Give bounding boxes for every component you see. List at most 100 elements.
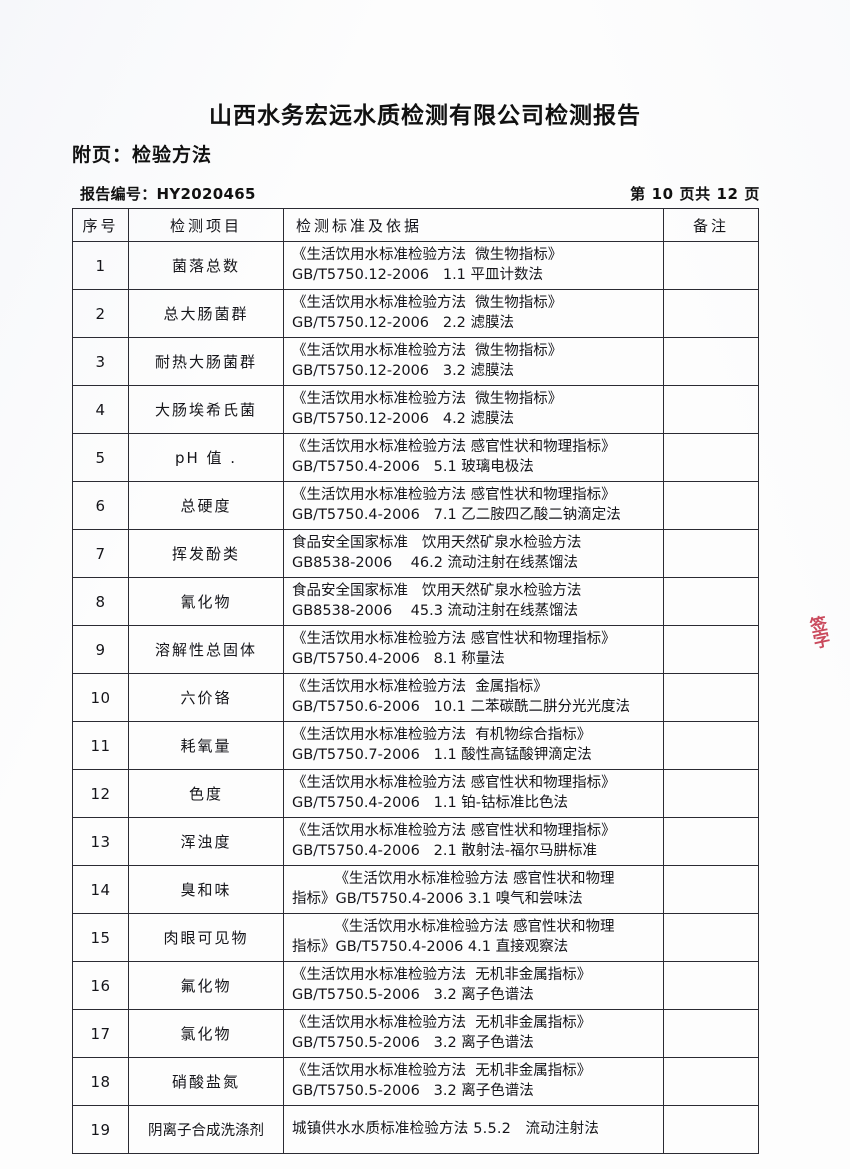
cell-remark <box>663 577 759 626</box>
report-meta-row: 报告编号：HY2020465 第 10 页共 12 页 <box>80 183 760 204</box>
cell-sequence-number: 15 <box>72 913 129 962</box>
cell-remark <box>663 913 759 962</box>
standard-line-2: 指标》GB/T5750.4-2006 3.1 嗅气和尝味法 <box>292 890 583 907</box>
cell-sequence-number: 16 <box>72 961 129 1010</box>
cell-test-item: 总硬度 <box>128 481 284 530</box>
table-row: 7 挥发酚类 食品安全国家标准 饮用天然矿泉水检验方法 GB8538-2006 46.… <box>72 529 759 578</box>
cell-sequence-number: 3 <box>72 337 129 386</box>
cell-test-standard: 城镇供水水质标准检验方法 5.5.2 流动注射法 <box>283 1105 664 1154</box>
cell-sequence-number: 7 <box>72 529 129 578</box>
page-indicator: 第 10 页共 12 页 <box>630 185 760 203</box>
table-row: 2 总大肠菌群 《生活饮用水标准检验方法 微生物指标》 GB/T5750.12-200… <box>72 289 759 338</box>
standard-line-1: 《生活饮用水标准检验方法 微生物指标》 <box>292 295 563 312</box>
cell-test-item: 总大肠菌群 <box>128 289 284 338</box>
cell-test-standard: 食品安全国家标准 饮用天然矿泉水检验方法 GB8538-2006 46.2 流动注… <box>283 529 664 578</box>
standard-line-1: 《生活饮用水标准检验方法 无机非金属指标》 <box>292 1015 592 1032</box>
cell-test-item: 氰化物 <box>128 577 284 626</box>
cell-test-standard: 《生活饮用水标准检验方法 无机非金属指标》 GB/T5750.5-2006 3.2… <box>283 961 664 1010</box>
standard-line-2: GB/T5750.6-2006 10.1 二苯碳酰二肼分光光度法 <box>292 698 631 715</box>
cell-sequence-number: 11 <box>72 721 129 770</box>
cell-sequence-number: 14 <box>72 865 129 914</box>
table-row: 5 pH 值 . 《生活饮用水标准检验方法 感官性状和物理指标》 GB/T5750.4… <box>72 433 759 482</box>
report-number: 报告编号：HY2020465 <box>80 185 256 203</box>
cell-sequence-number: 6 <box>72 481 129 530</box>
standard-line-1: 《生活饮用水标准检验方法 无机非金属指标》 <box>292 1063 592 1080</box>
standard-line-2: GB/T5750.12-2006 4.2 滤膜法 <box>292 410 515 427</box>
standard-line-2: GB/T5750.7-2006 1.1 酸性高锰酸钾滴定法 <box>292 746 592 763</box>
cell-test-item: 浑浊度 <box>128 817 284 866</box>
cell-test-standard: 《生活饮用水标准检验方法 无机非金属指标》 GB/T5750.5-2006 3.2… <box>283 1009 664 1058</box>
cell-sequence-number: 8 <box>72 577 129 626</box>
cell-sequence-number: 4 <box>72 385 129 434</box>
cell-remark <box>663 1009 759 1058</box>
cell-remark <box>663 865 759 914</box>
cell-test-item: 色度 <box>128 769 284 818</box>
standard-line-1: 《生活饮用水标准检验方法 感官性状和物理指标》 <box>292 775 616 792</box>
cell-sequence-number: 17 <box>72 1009 129 1058</box>
standard-line-2: 指标》GB/T5750.4-2006 4.1 直接观察法 <box>292 938 569 955</box>
standard-line-1: 食品安全国家标准 饮用天然矿泉水检验方法 <box>292 535 582 552</box>
table-row: 4 大肠埃希氏菌 《生活饮用水标准检验方法 微生物指标》 GB/T5750.12-20… <box>72 385 759 434</box>
standard-line-2: GB8538-2006 45.3 流动注射在线蒸馏法 <box>292 602 579 619</box>
cell-test-item: 菌落总数 <box>128 241 284 290</box>
cell-remark <box>663 721 759 770</box>
cell-test-item: pH 值 . <box>128 433 284 482</box>
cell-remark <box>663 625 759 674</box>
cell-test-item: 阴离子合成洗涤剂 <box>128 1105 284 1154</box>
standard-line-1: 《生活饮用水标准检验方法 感官性状和物理指标》 <box>292 439 616 456</box>
cell-sequence-number: 5 <box>72 433 129 482</box>
test-methods-table: 序号 检测项目 检测标准及依据 备注 1 菌落总数 《生活饮用水标准检验方法 微生物… <box>72 208 759 1154</box>
cell-test-item: 耗氧量 <box>128 721 284 770</box>
standard-line-1: 《生活饮用水标准检验方法 有机物综合指标》 <box>292 727 592 744</box>
cell-remark <box>663 1105 759 1154</box>
cell-test-standard: 《生活饮用水标准检验方法 微生物指标》 GB/T5750.12-2006 3.2 … <box>283 337 664 386</box>
standard-line-2: GB/T5750.12-2006 3.2 滤膜法 <box>292 362 515 379</box>
table-row: 8 氰化物 食品安全国家标准 饮用天然矿泉水检验方法 GB8538-2006 45.3… <box>72 577 759 626</box>
standard-line-2: GB/T5750.4-2006 5.1 玻璃电极法 <box>292 458 534 475</box>
cell-remark <box>663 481 759 530</box>
cell-remark <box>663 241 759 290</box>
cell-test-item: 六价铬 <box>128 673 284 722</box>
cell-sequence-number: 10 <box>72 673 129 722</box>
cell-remark <box>663 1057 759 1106</box>
cell-test-item: 肉眼可见物 <box>128 913 284 962</box>
standard-line-2: GB8538-2006 46.2 流动注射在线蒸馏法 <box>292 554 579 571</box>
column-header-standard: 检测标准及依据 <box>283 208 664 242</box>
standard-line-2: GB/T5750.5-2006 3.2 离子色谱法 <box>292 986 534 1003</box>
cell-remark <box>663 673 759 722</box>
standard-line-2: GB/T5750.4-2006 1.1 铂-钴标准比色法 <box>292 794 569 811</box>
cell-remark <box>663 961 759 1010</box>
table-header: 序号 检测项目 检测标准及依据 备注 <box>72 208 759 242</box>
cell-test-item: 硝酸盐氮 <box>128 1057 284 1106</box>
cell-test-item: 氟化物 <box>128 961 284 1010</box>
table-header-row: 序号 检测项目 检测标准及依据 备注 <box>72 208 759 242</box>
cell-remark <box>663 529 759 578</box>
standard-line-2: GB/T5750.4-2006 2.1 散射法-福尔马肼标准 <box>292 842 598 859</box>
table-row: 9 溶解性总固体 《生活饮用水标准检验方法 感官性状和物理指标》 GB/T5750.4… <box>72 625 759 674</box>
cell-sequence-number: 9 <box>72 625 129 674</box>
cell-test-standard: 《生活饮用水标准检验方法 无机非金属指标》 GB/T5750.5-2006 3.2… <box>283 1057 664 1106</box>
standard-line-1: 《生活饮用水标准检验方法 微生物指标》 <box>292 343 563 360</box>
cell-test-item: 挥发酚类 <box>128 529 284 578</box>
page-title: 山西水务宏远水质检测有限公司检测报告 <box>209 103 641 129</box>
standard-line-2: GB/T5750.12-2006 1.1 平皿计数法 <box>292 266 544 283</box>
table-row: 1 菌落总数 《生活饮用水标准检验方法 微生物指标》 GB/T5750.12-2006… <box>72 241 759 290</box>
cell-test-standard: 《生活饮用水标准检验方法 微生物指标》 GB/T5750.12-2006 4.2 … <box>283 385 664 434</box>
cell-remark <box>663 817 759 866</box>
standard-line-1: 《生活饮用水标准检验方法 感官性状和物理指标》 <box>292 823 616 840</box>
cell-test-standard: 《生活饮用水标准检验方法 感官性状和物理 指标》GB/T5750.4-2006 3… <box>283 865 664 914</box>
table-row: 13 浑浊度 《生活饮用水标准检验方法 感官性状和物理指标》 GB/T5750.4-2… <box>72 817 759 866</box>
table-row: 15 肉眼可见物 《生活饮用水标准检验方法 感官性状和物理 指标》GB/T5750.4… <box>72 913 759 962</box>
cell-test-standard: 《生活饮用水标准检验方法 有机物综合指标》 GB/T5750.7-2006 1.1… <box>283 721 664 770</box>
table-row: 19 阴离子合成洗涤剂 城镇供水水质标准检验方法 5.5.2 流动注射法 <box>72 1105 759 1154</box>
standard-line-2: GB/T5750.5-2006 3.2 离子色谱法 <box>292 1034 534 1051</box>
table-row: 6 总硬度 《生活饮用水标准检验方法 感官性状和物理指标》 GB/T5750.4-20… <box>72 481 759 530</box>
cell-sequence-number: 18 <box>72 1057 129 1106</box>
column-header-item: 检测项目 <box>128 208 284 242</box>
cell-sequence-number: 13 <box>72 817 129 866</box>
standard-line-1: 《生活饮用水标准检验方法 感官性状和物理指标》 <box>292 487 616 504</box>
standard-line-1: 《生活饮用水标准检验方法 感官性状和物理指标》 <box>292 631 616 648</box>
cell-test-standard: 《生活饮用水标准检验方法 感官性状和物理指标》 GB/T5750.4-2006 7… <box>283 481 664 530</box>
standard-line-1: 《生活饮用水标准检验方法 微生物指标》 <box>292 391 563 408</box>
